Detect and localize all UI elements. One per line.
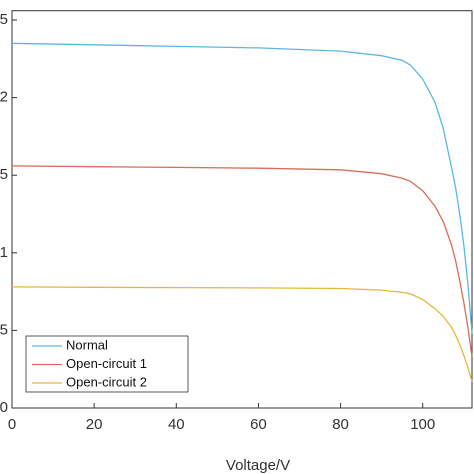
x-tick-label: 20 [86, 416, 103, 433]
y-tick-label: 2 [0, 89, 8, 106]
line [11, 165, 473, 357]
y-tick-label: 1.5 [0, 166, 8, 183]
x-axis-label: Voltage/V [226, 457, 290, 474]
legend: Normal Open-circuit 1 Open-circuit 2 [25, 335, 189, 393]
y-tick-label: 1 [0, 244, 8, 261]
x-tick-label: 60 [250, 416, 267, 433]
legend-label: Normal [66, 337, 108, 352]
line [11, 286, 473, 382]
legend-label: Open-circuit 2 [66, 374, 147, 389]
y-tick-label: 2.5 [0, 11, 8, 28]
x-tick-label: 80 [332, 416, 349, 433]
plot-area [11, 10, 473, 409]
y-tick-label: 0.5 [0, 321, 8, 338]
legend-label: Open-circuit 1 [66, 356, 147, 371]
y-tick-label: 0 [0, 399, 8, 416]
x-tick-label: 40 [168, 416, 185, 433]
x-tick-label: 0 [8, 416, 16, 433]
x-tick-label: 100 [410, 416, 435, 433]
line [11, 42, 473, 334]
